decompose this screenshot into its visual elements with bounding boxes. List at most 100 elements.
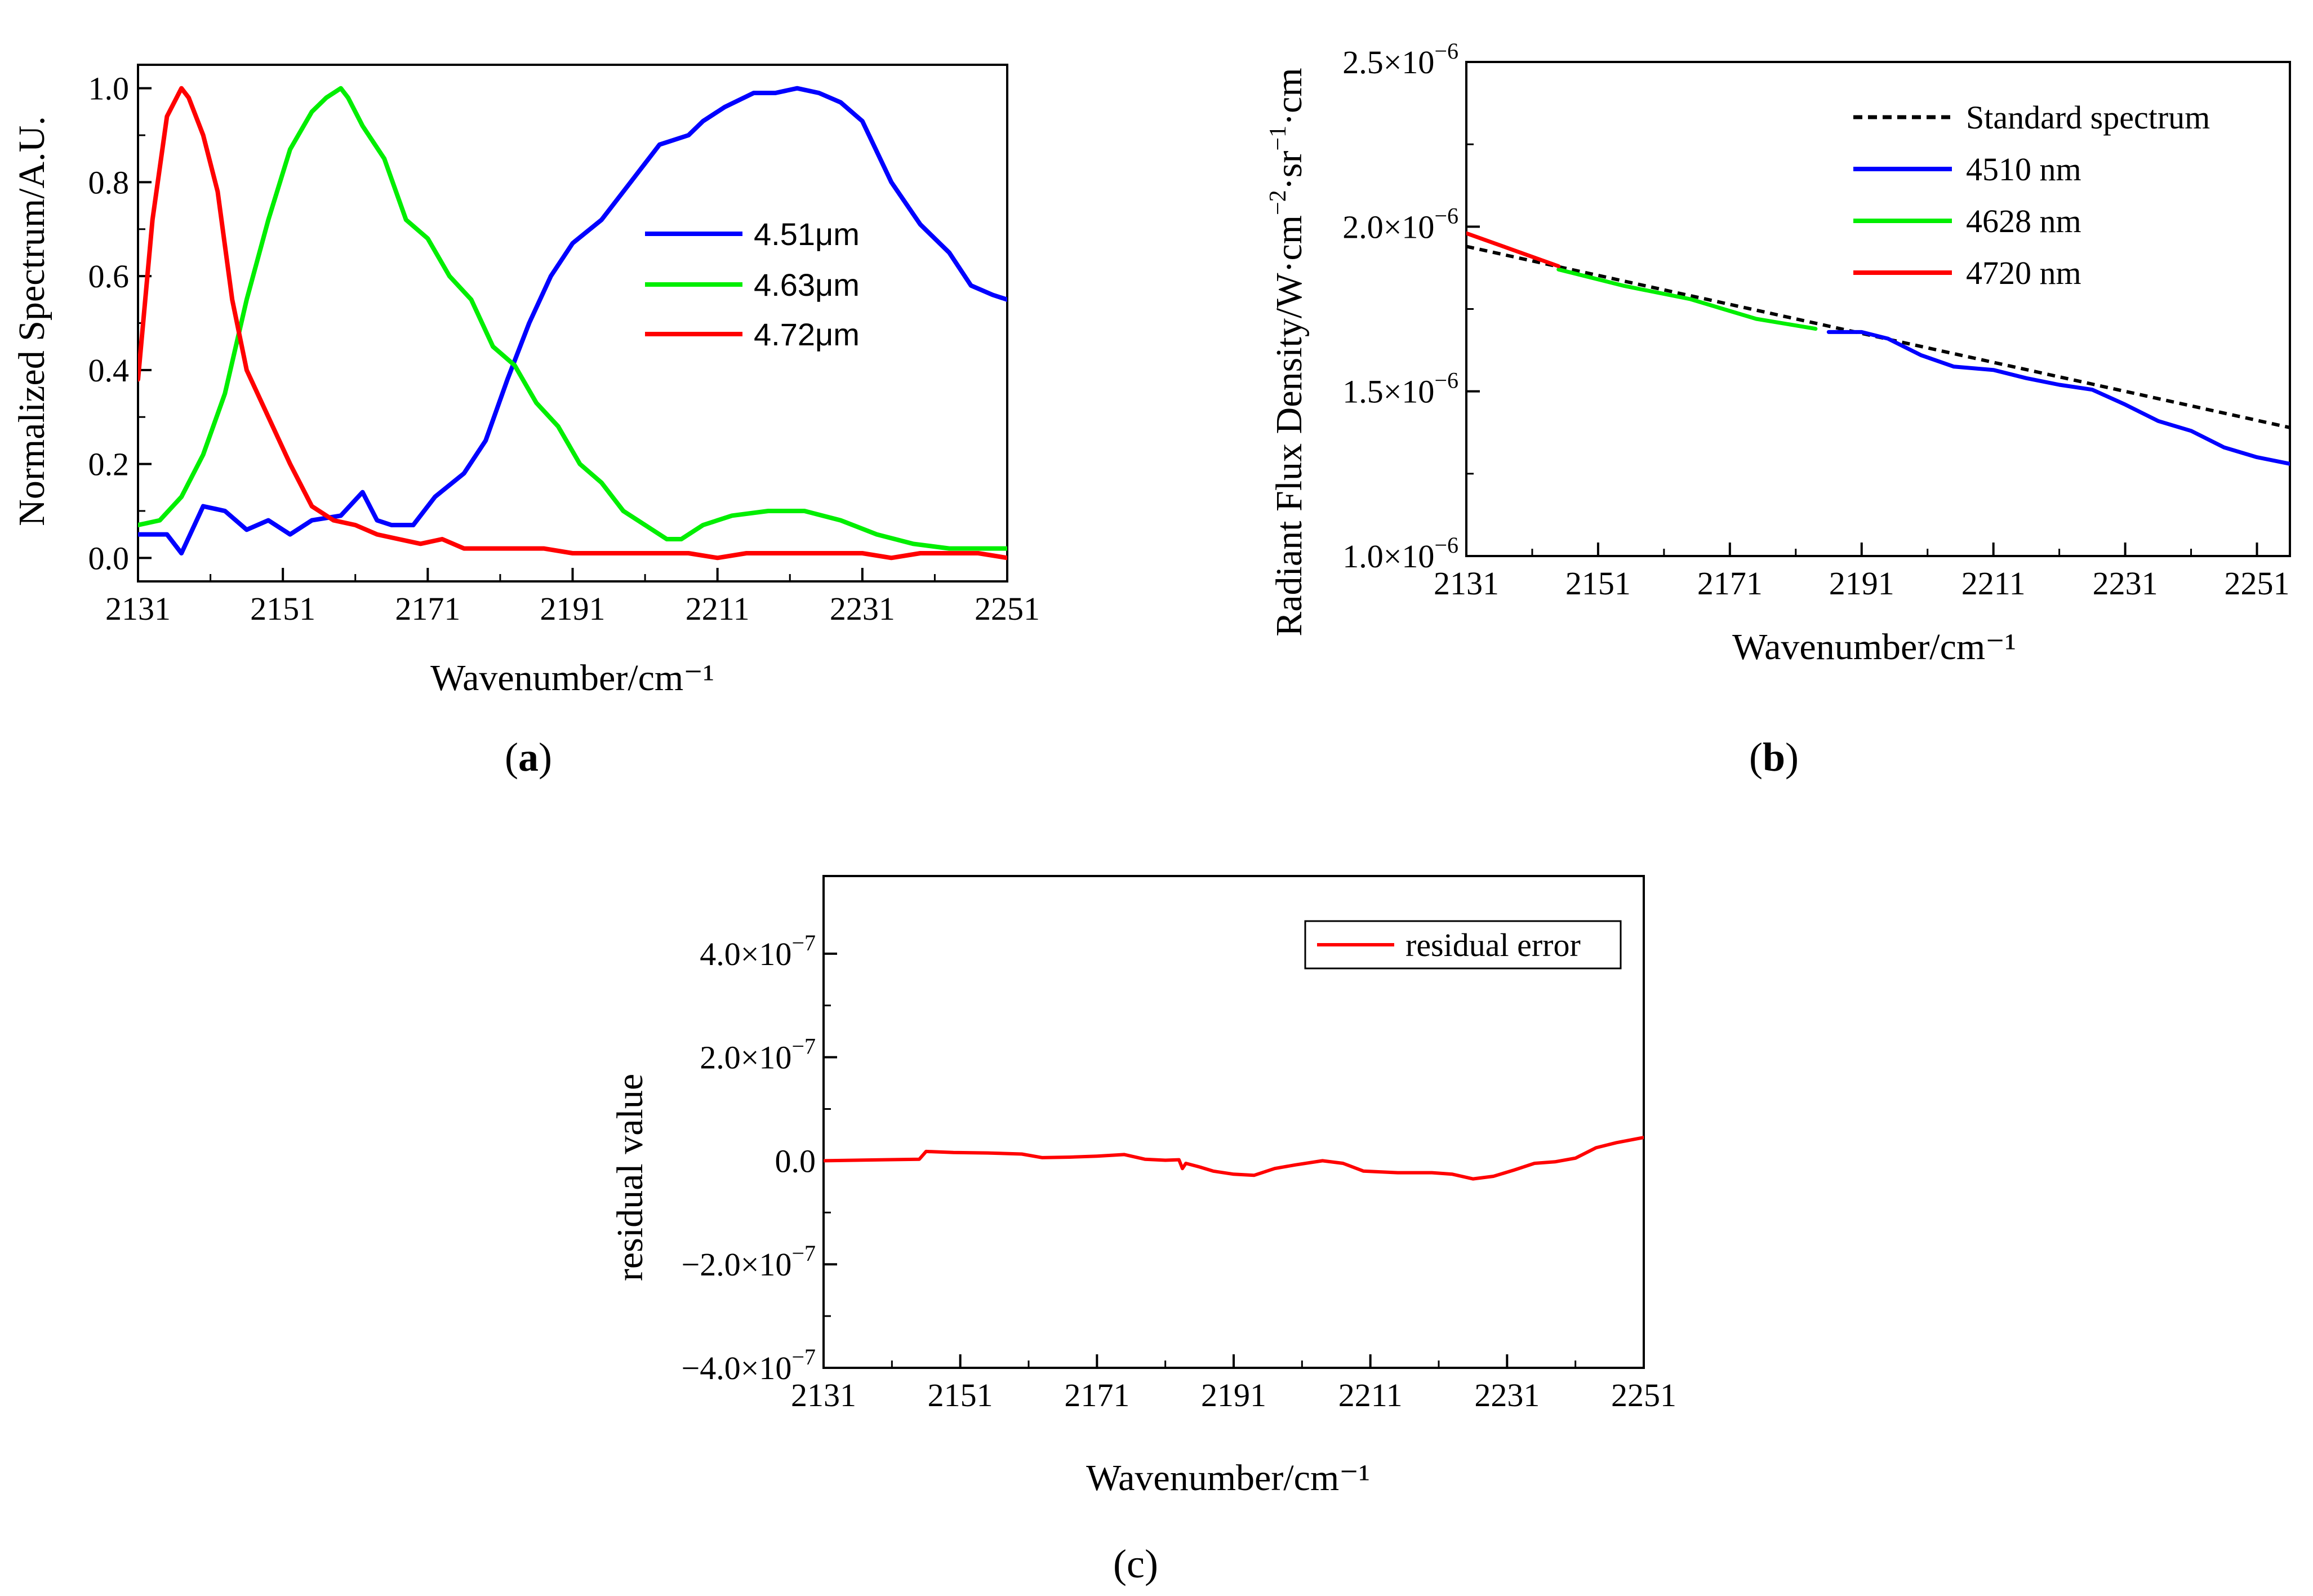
y-tick-label: 1.5×10−6 xyxy=(1342,368,1458,410)
panel-b-x-axis-label: Wavenumber/cm⁻¹ xyxy=(1732,626,2016,668)
panel-a-x-axis-label: Wavenumber/cm⁻¹ xyxy=(430,657,714,699)
series-line-4-63-m xyxy=(138,86,1007,551)
panel-b-y-label-exp1: −2 xyxy=(1265,190,1291,215)
y-tick-exponent: −6 xyxy=(1434,203,1458,228)
series-line-4720-nm xyxy=(1466,231,1561,268)
panel-c: 2131 2151 2171 2191 2211 2231 2251−4.0×10−7−2.… xyxy=(610,875,1676,1586)
y-tick-mantissa: 2.5×10 xyxy=(1342,44,1434,81)
panel-c-x-axis-label: Wavenumber/cm⁻¹ xyxy=(1086,1457,1370,1499)
legend-label: residual error xyxy=(1405,927,1581,963)
y-tick-label: 1.0×10−6 xyxy=(1342,532,1458,575)
panel-c-legend: residual error xyxy=(1304,920,1622,970)
y-tick-label: 1.0 xyxy=(88,70,130,107)
panel-a-caption: (a) xyxy=(505,735,552,780)
x-tick-label: 2211 xyxy=(1961,565,2026,602)
x-tick-label: 2211 xyxy=(1338,1377,1403,1413)
panel-b-y-label-main: Radiant Flux Density/W·cm xyxy=(1269,215,1310,637)
x-tick-label: 2171 xyxy=(1697,565,1763,602)
legend-label: Standard spectrum xyxy=(1966,99,2210,136)
series-line-residual-error xyxy=(824,1136,1644,1181)
panel-a-legend: 4.51μm 4.63μm 4.72μm xyxy=(645,216,860,352)
panel-b-letter: b xyxy=(1763,735,1785,780)
legend-label: 4.63μm xyxy=(754,267,860,303)
panel-c-series xyxy=(824,1136,1644,1181)
y-tick-mantissa: 1.0×10 xyxy=(1342,538,1434,575)
panel-c-letter: c xyxy=(1127,1541,1145,1586)
y-tick-exponent: −7 xyxy=(791,1034,816,1059)
y-tick-exponent: −6 xyxy=(1434,532,1458,558)
y-tick-mantissa: −2.0×10 xyxy=(682,1246,792,1283)
panel-b-ticks: 2131 2151 2171 2191 2211 2231 22511.0×10−61.5×… xyxy=(1342,38,2289,602)
y-tick-mantissa: 1.5×10 xyxy=(1342,374,1434,410)
panel-a-series xyxy=(138,86,1007,561)
x-tick-label: 2211 xyxy=(686,590,750,627)
y-tick-label: 0.6 xyxy=(88,258,130,295)
y-tick-label: 0.2 xyxy=(88,446,130,483)
y-tick-mantissa: 2.0×10 xyxy=(700,1039,791,1076)
y-tick-label: −2.0×10−7 xyxy=(682,1241,816,1283)
legend-label: 4.72μm xyxy=(754,317,860,352)
y-tick-mantissa: 2.0×10 xyxy=(1342,208,1434,245)
panel-c-y-axis-label: residual value xyxy=(610,1074,651,1281)
panel-a: 2131 2151 2171 2191 2211 2231 2251 0.0 0.2 0.4 0.6… xyxy=(11,64,1040,780)
x-tick-label: 2251 xyxy=(2225,565,2290,602)
panel-b: 2131 2151 2171 2191 2211 2231 22511.0×10−61.5×… xyxy=(1265,38,2291,780)
legend-label: 4720 nm xyxy=(1966,255,2081,291)
y-tick-label: 2.5×10−6 xyxy=(1342,38,1458,81)
y-tick-label: 0.0 xyxy=(88,540,130,576)
y-tick-exponent: −7 xyxy=(791,1241,816,1266)
x-tick-label: 2231 xyxy=(1474,1377,1540,1413)
y-tick-label: −4.0×10−7 xyxy=(682,1344,816,1386)
series-line-4628-nm xyxy=(1556,267,1818,331)
panel-b-y-label-mid: ·sr xyxy=(1269,151,1310,190)
panel-a-plot-frame xyxy=(137,64,1008,583)
x-tick-label: 2191 xyxy=(1829,565,1894,602)
y-tick-exponent: −7 xyxy=(791,930,816,955)
panel-b-y-axis-label: Radiant Flux Density/W·cm−2·sr−1·cm xyxy=(1265,68,1310,637)
series-line-4-72-m xyxy=(138,86,1007,561)
panel-b-y-label-end: ·cm xyxy=(1269,68,1310,126)
series-line-4-51-m xyxy=(138,86,1007,555)
x-tick-label: 2231 xyxy=(830,590,895,627)
x-tick-label: 2131 xyxy=(791,1377,856,1413)
y-tick-label: 2.0×10−6 xyxy=(1342,203,1458,245)
y-tick-label: 4.0×10−7 xyxy=(700,930,816,972)
x-tick-label: 2171 xyxy=(1064,1377,1129,1413)
legend-label: 4628 nm xyxy=(1966,203,2081,239)
x-tick-label: 2231 xyxy=(2093,565,2158,602)
y-tick-mantissa: 0.0 xyxy=(775,1142,816,1179)
y-tick-label: 0.4 xyxy=(88,352,130,389)
y-tick-mantissa: 4.0×10 xyxy=(700,936,791,972)
panel-c-ticks: 2131 2151 2171 2191 2211 2231 2251−4.0×10−7−2.… xyxy=(682,930,1676,1413)
x-tick-label: 2131 xyxy=(1434,565,1499,602)
x-tick-label: 2251 xyxy=(975,590,1040,627)
y-tick-label: 2.0×10−7 xyxy=(700,1034,816,1076)
panel-a-y-axis-label: Normalized Spectrum/A.U. xyxy=(11,116,52,526)
y-tick-mantissa: −4.0×10 xyxy=(682,1350,792,1386)
series-line-4510-nm xyxy=(1826,330,2290,466)
panel-b-plot-frame xyxy=(1465,61,2291,557)
panel-b-caption: (b) xyxy=(1749,735,1799,780)
panel-b-y-label-exp2: −1 xyxy=(1265,126,1291,151)
y-tick-label: 0.8 xyxy=(88,164,130,201)
legend-label: 4510 nm xyxy=(1966,151,2081,188)
y-tick-exponent: −6 xyxy=(1434,368,1458,393)
x-tick-label: 2191 xyxy=(1201,1377,1266,1413)
panel-c-caption: (c) xyxy=(1113,1541,1158,1586)
panel-b-legend: Standard spectrum 4510 nm 4628 nm 4720 nm xyxy=(1853,99,2210,291)
x-tick-label: 2151 xyxy=(1565,565,1631,602)
legend-label: 4.51μm xyxy=(754,216,860,252)
y-tick-exponent: −6 xyxy=(1434,38,1458,64)
x-tick-label: 2171 xyxy=(395,590,460,627)
panel-a-letter: a xyxy=(518,735,539,780)
x-tick-label: 2191 xyxy=(540,590,606,627)
x-tick-label: 2151 xyxy=(250,590,315,627)
x-tick-label: 2151 xyxy=(928,1377,993,1413)
x-tick-label: 2131 xyxy=(105,590,171,627)
y-tick-exponent: −7 xyxy=(791,1344,816,1370)
panel-a-ticks: 2131 2151 2171 2191 2211 2231 2251 0.0 0.2 0.4 0.6… xyxy=(88,70,1040,627)
x-tick-label: 2251 xyxy=(1611,1377,1676,1413)
panel-b-series xyxy=(1466,231,2290,466)
y-tick-label: 0.0 xyxy=(775,1142,816,1179)
